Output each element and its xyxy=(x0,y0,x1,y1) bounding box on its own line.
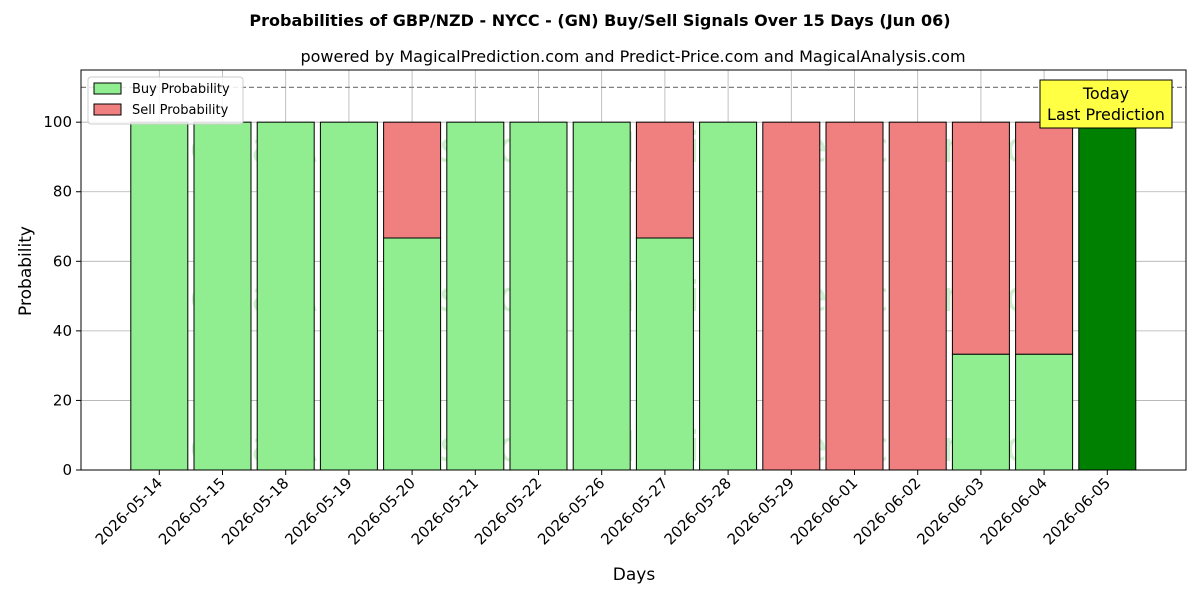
bar-buy xyxy=(699,121,758,471)
x-tick-label: 2026-05-21 xyxy=(408,474,482,548)
bar-sell xyxy=(383,121,442,239)
annotation-box xyxy=(1039,79,1173,129)
bar-buy xyxy=(572,121,631,471)
bar-buy xyxy=(635,237,694,471)
x-tick-label: 2026-06-02 xyxy=(850,474,924,548)
y-tick-label: 0 xyxy=(62,461,72,479)
legend-label: Buy Probability xyxy=(132,82,230,97)
x-tick-label: 2026-06-04 xyxy=(977,474,1051,548)
x-tick-label: 2026-06-05 xyxy=(1040,474,1114,548)
bar-buy-today xyxy=(1078,121,1137,471)
legend-label: Sell Probability xyxy=(132,103,229,118)
bar-buy xyxy=(319,121,378,471)
legend-swatch xyxy=(93,82,122,95)
bar-sell xyxy=(762,121,821,471)
x-tick-label: 2026-05-18 xyxy=(218,474,292,548)
y-axis: 0 20 40 60 80 100 xyxy=(43,113,81,479)
x-tick-label: 2026-05-27 xyxy=(597,474,671,548)
legend: Buy Probability Sell Probability xyxy=(87,76,244,125)
bar-sell xyxy=(635,121,694,239)
x-axis-label: Days xyxy=(613,565,656,585)
x-tick-label: 2026-05-14 xyxy=(92,474,166,548)
bar-buy xyxy=(446,121,505,471)
bar-buy xyxy=(951,353,1010,471)
bar-buy xyxy=(383,237,442,471)
bars-layer xyxy=(130,121,1137,471)
legend-box xyxy=(87,76,244,125)
bar-sell xyxy=(1015,121,1074,355)
x-tick-label: 2026-05-19 xyxy=(281,474,355,548)
x-tick-label: 2026-06-01 xyxy=(787,474,861,548)
x-axis: 2026-05-142026-05-152026-05-182026-05-19… xyxy=(92,470,1114,548)
y-tick-label: 100 xyxy=(43,113,72,131)
bar-sell xyxy=(888,121,947,471)
chart-title: Probabilities of GBP/NZD - NYCC - (GN) B… xyxy=(249,11,950,30)
x-tick-label: 2026-05-20 xyxy=(345,474,419,548)
x-tick-label: 2026-05-15 xyxy=(155,474,229,548)
bar-buy xyxy=(1015,353,1074,471)
y-tick-label: 80 xyxy=(53,183,72,201)
bar-buy xyxy=(256,121,315,471)
legend-swatch xyxy=(93,103,122,116)
bar-sell xyxy=(951,121,1010,355)
y-tick-label: 40 xyxy=(53,322,72,340)
bar-buy xyxy=(130,121,189,471)
y-tick-label: 20 xyxy=(53,391,72,409)
today-annotation: Today Last Prediction xyxy=(1039,79,1173,129)
bar-buy xyxy=(193,121,252,471)
bar-sell xyxy=(825,121,884,471)
x-tick-label: 2026-05-22 xyxy=(471,474,545,548)
x-tick-label: 2026-05-28 xyxy=(661,474,735,548)
x-tick-label: 2026-05-29 xyxy=(724,474,798,548)
annotation-text: Last Prediction xyxy=(1047,105,1165,124)
chart-subtitle: powered by MagicalPrediction.com and Pre… xyxy=(300,47,965,66)
y-axis-label: Probability xyxy=(16,226,36,316)
x-tick-label: 2026-05-26 xyxy=(534,474,608,548)
plot-frame xyxy=(80,69,1187,471)
annotation-text: Today xyxy=(1082,84,1129,103)
bar-buy xyxy=(509,121,568,471)
x-tick-label: 2026-06-03 xyxy=(913,474,987,548)
y-tick-label: 60 xyxy=(53,252,72,270)
